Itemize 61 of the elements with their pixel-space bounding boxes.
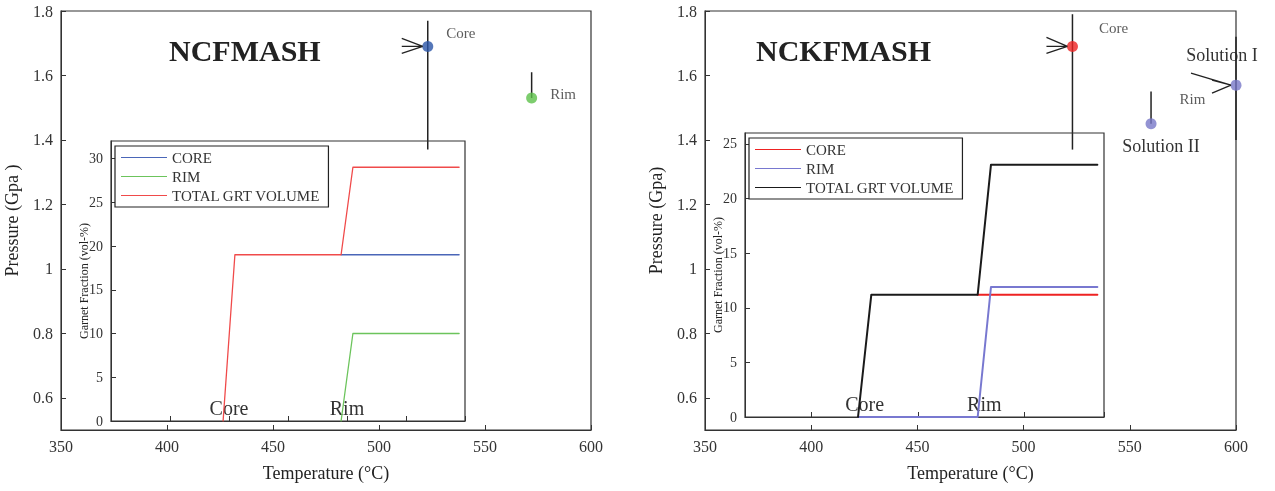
legend-label: TOTAL GRT VOLUME (172, 187, 320, 204)
series-label: Core (1098, 20, 1129, 37)
x-tick-label: 350 (693, 437, 717, 455)
x-axis-title: Temperature (°C) (262, 463, 390, 484)
point (1066, 40, 1078, 52)
y-axis-title: Garnet Fraction (vol-%) (77, 223, 91, 339)
legend-label: TOTAL GRT VOLUME (806, 179, 954, 196)
series-label: Core (446, 25, 476, 42)
x-tick-label: 550 (473, 437, 497, 455)
y-tick-label: 30 (89, 151, 103, 166)
y-tick-label: 20 (89, 238, 103, 254)
text: NCFMASH (169, 33, 321, 67)
legend-label: RIM (172, 168, 201, 185)
legend-label: CORE (806, 141, 847, 158)
y-tick-label: 5 (96, 369, 103, 385)
y-tick-label: 0 (730, 409, 737, 425)
y-tick-label: 1.4 (33, 131, 53, 149)
y-axis-title: Garnet Fraction (vol-%) (711, 217, 725, 333)
x-tick-label: 450 (261, 437, 285, 455)
x-tick-label: 350 (49, 437, 73, 455)
y-tick-label: 1.2 (33, 195, 53, 213)
y-tick-label: 20 (723, 191, 737, 207)
y-tick-label: 15 (723, 245, 737, 261)
annotation: Solution II (1122, 135, 1200, 156)
x-tick-label: 400 (799, 437, 824, 455)
y-axis-title: Pressure (Gpa ) (2, 164, 23, 277)
y-tick-label: 10 (723, 300, 737, 316)
x-tick-label: 450 (905, 437, 930, 455)
y-tick-label: 0 (96, 413, 103, 429)
series-label: Rim (550, 86, 577, 103)
x-tick-label: 500 (367, 437, 391, 455)
x-tick-label: 600 (1224, 437, 1248, 455)
x-tick-label: 600 (579, 437, 603, 455)
x-tick-label: 400 (155, 437, 179, 455)
y-tick-label: 25 (723, 136, 737, 152)
y-tick-label: 1.6 (677, 66, 697, 84)
y-tick-label: 15 (89, 282, 103, 298)
series-label: Rim (1179, 90, 1206, 107)
y-tick-label: 1.4 (677, 131, 697, 149)
point (1145, 118, 1157, 130)
y-tick-label: 1.6 (33, 66, 53, 84)
y-tick-label: 10 (89, 326, 103, 341)
legend-label: RIM (806, 160, 835, 177)
y-tick-label: 1.2 (677, 195, 697, 213)
x-tick-label: 500 (1011, 437, 1036, 455)
y-tick-label: 1.8 (33, 2, 53, 20)
y-tick-label: 1 (689, 260, 697, 278)
y-tick-label: 0.6 (677, 389, 697, 407)
point (1230, 79, 1242, 91)
legend-label: CORE (172, 149, 213, 166)
y-tick-label: 5 (730, 354, 737, 370)
y-tick-label: 25 (89, 194, 103, 210)
y-tick-label: 0.8 (677, 324, 697, 342)
y-axis-title: Pressure (Gpa) (646, 166, 667, 275)
x-tick-label: 550 (1117, 437, 1142, 455)
y-tick-label: 1.8 (677, 2, 697, 20)
y-tick-label: 0.8 (33, 324, 53, 342)
text: NCKFMASH (756, 33, 931, 67)
y-tick-label: 0.6 (33, 389, 53, 407)
y-tick-label: 1 (45, 260, 53, 278)
x-axis-title: Temperature (°C) (907, 463, 1034, 484)
